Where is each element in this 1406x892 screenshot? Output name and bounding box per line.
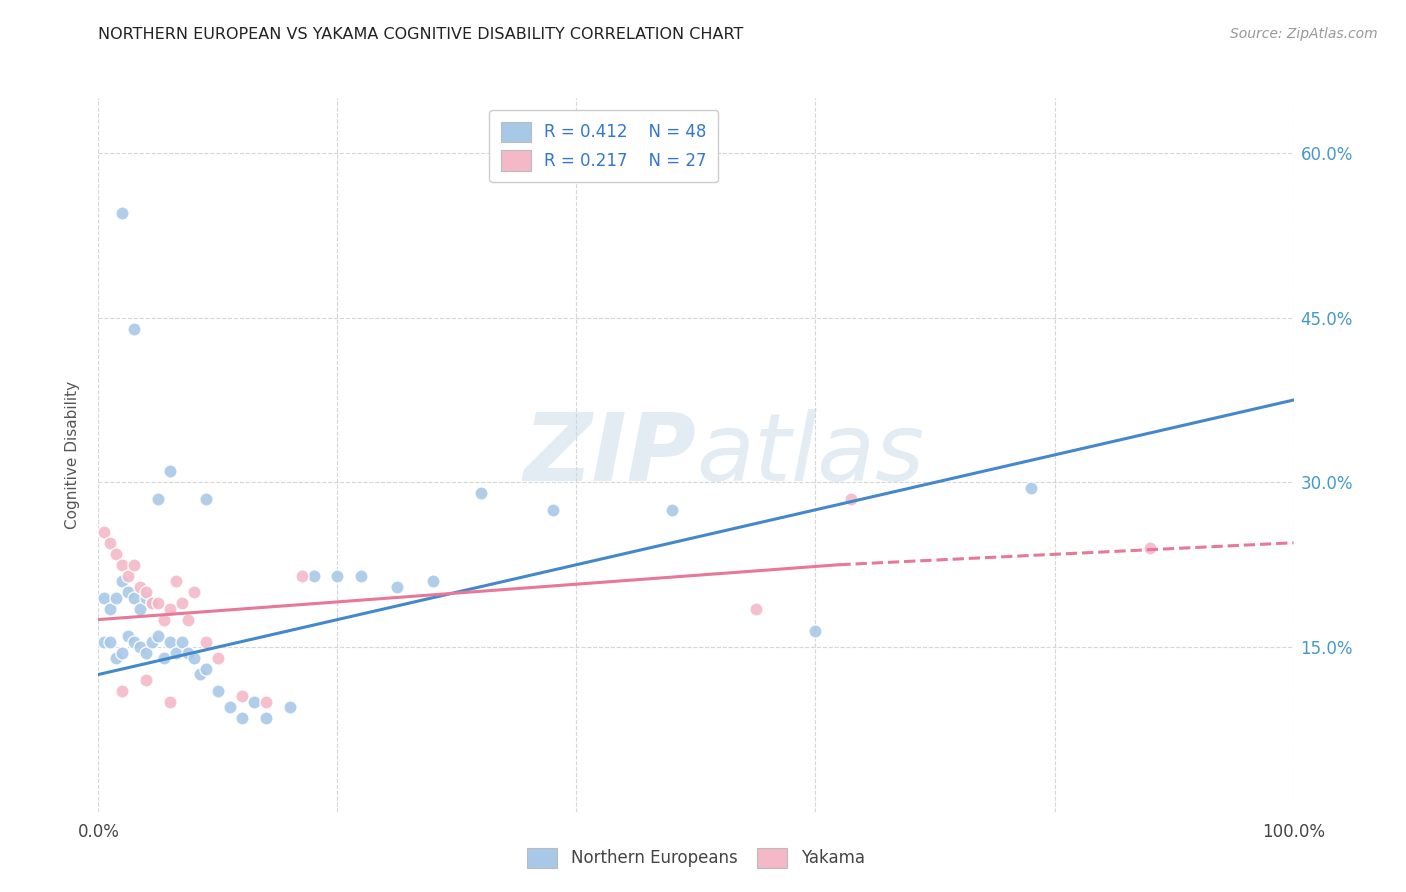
- Point: [470, 486, 492, 500]
- Point: [1019, 481, 1042, 495]
- Point: [194, 662, 218, 676]
- Point: [117, 629, 139, 643]
- Point: [93, 524, 115, 539]
- Point: [159, 634, 181, 648]
- Y-axis label: Cognitive Disability: Cognitive Disability: [65, 381, 80, 529]
- Point: [159, 695, 181, 709]
- Point: [98, 634, 122, 648]
- Point: [219, 700, 242, 714]
- Point: [159, 601, 181, 615]
- Point: [129, 580, 152, 594]
- Point: [129, 640, 152, 654]
- Point: [148, 629, 170, 643]
- Text: NORTHERN EUROPEAN VS YAKAMA COGNITIVE DISABILITY CORRELATION CHART: NORTHERN EUROPEAN VS YAKAMA COGNITIVE DI…: [98, 27, 744, 42]
- Point: [231, 711, 253, 725]
- Point: [302, 568, 325, 582]
- Point: [243, 695, 266, 709]
- Point: [183, 651, 205, 665]
- Point: [841, 491, 863, 506]
- Point: [141, 634, 163, 648]
- Point: [804, 624, 827, 638]
- Point: [541, 503, 564, 517]
- Point: [148, 491, 170, 506]
- Point: [124, 591, 146, 605]
- Point: [117, 585, 139, 599]
- Point: [135, 673, 157, 687]
- Point: [135, 585, 157, 599]
- Point: [141, 596, 163, 610]
- Point: [105, 591, 128, 605]
- Point: [148, 596, 170, 610]
- Point: [177, 613, 200, 627]
- Point: [153, 613, 176, 627]
- Point: [254, 695, 277, 709]
- Point: [188, 667, 211, 681]
- Text: atlas: atlas: [696, 409, 924, 500]
- Point: [207, 651, 229, 665]
- Point: [93, 634, 115, 648]
- Point: [350, 568, 373, 582]
- Point: [661, 503, 683, 517]
- Point: [207, 684, 229, 698]
- Point: [231, 690, 253, 704]
- Point: [124, 634, 146, 648]
- Point: [105, 547, 128, 561]
- Point: [135, 646, 157, 660]
- Text: ZIP: ZIP: [523, 409, 696, 501]
- Point: [278, 700, 301, 714]
- Point: [105, 651, 128, 665]
- Point: [165, 646, 187, 660]
- Legend: Northern Europeans, Yakama: Northern Europeans, Yakama: [520, 841, 872, 875]
- Point: [165, 574, 187, 589]
- Point: [326, 568, 349, 582]
- Point: [124, 558, 146, 572]
- Point: [98, 535, 122, 549]
- Point: [141, 596, 163, 610]
- Point: [183, 585, 205, 599]
- Point: [745, 601, 768, 615]
- Point: [117, 568, 139, 582]
- Point: [291, 568, 314, 582]
- Point: [98, 601, 122, 615]
- Point: [111, 684, 134, 698]
- Point: [111, 646, 134, 660]
- Point: [422, 574, 444, 589]
- Point: [254, 711, 277, 725]
- Point: [111, 206, 134, 220]
- Point: [172, 634, 194, 648]
- Point: [135, 591, 157, 605]
- Point: [159, 464, 181, 478]
- Text: Source: ZipAtlas.com: Source: ZipAtlas.com: [1230, 27, 1378, 41]
- Point: [172, 596, 194, 610]
- Point: [111, 574, 134, 589]
- Point: [93, 591, 115, 605]
- Point: [194, 491, 218, 506]
- Point: [153, 651, 176, 665]
- Point: [124, 321, 146, 335]
- Point: [1139, 541, 1161, 556]
- Point: [177, 646, 200, 660]
- Point: [385, 580, 409, 594]
- Point: [129, 601, 152, 615]
- Point: [111, 558, 134, 572]
- Point: [194, 634, 218, 648]
